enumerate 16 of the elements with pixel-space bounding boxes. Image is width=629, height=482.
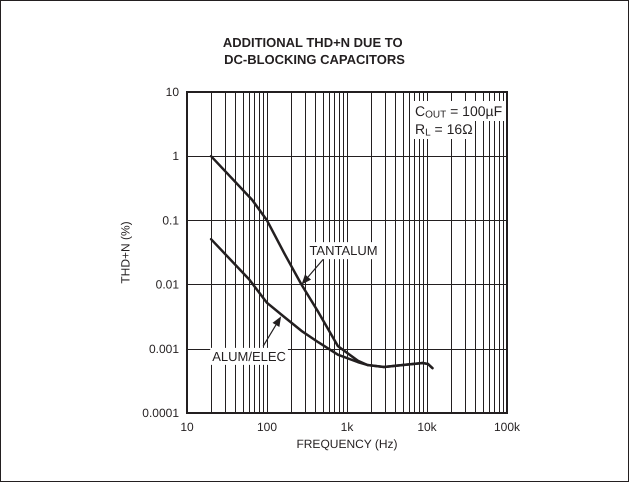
y-axis-title: THD+N (%) <box>118 221 132 284</box>
x-tick-label: 100k <box>494 420 522 434</box>
annotation: ALUM/ELEC <box>212 348 286 364</box>
x-tick-label: 100 <box>256 420 278 434</box>
y-tick-label: 0.1 <box>162 213 180 228</box>
y-tick-label: 0.001 <box>148 342 180 356</box>
y-tick-label: 0.01 <box>156 278 180 292</box>
y-tick-label: 1 <box>172 149 180 164</box>
x-axis-title: FREQUENCY (Hz) <box>296 436 398 451</box>
x-tick-label: 10 <box>180 420 194 434</box>
annotation: TANTALUM <box>309 243 378 258</box>
x-tick-label: 1k <box>340 420 354 434</box>
chart-title: ADDITIONAL THD+N DUE TO DC-BLOCKING CAPACITORS <box>222 35 406 67</box>
y-tick-label: 10 <box>166 85 180 99</box>
y-tick-label: 0.0001 <box>142 406 180 420</box>
x-tick-label: 10k <box>417 420 438 434</box>
